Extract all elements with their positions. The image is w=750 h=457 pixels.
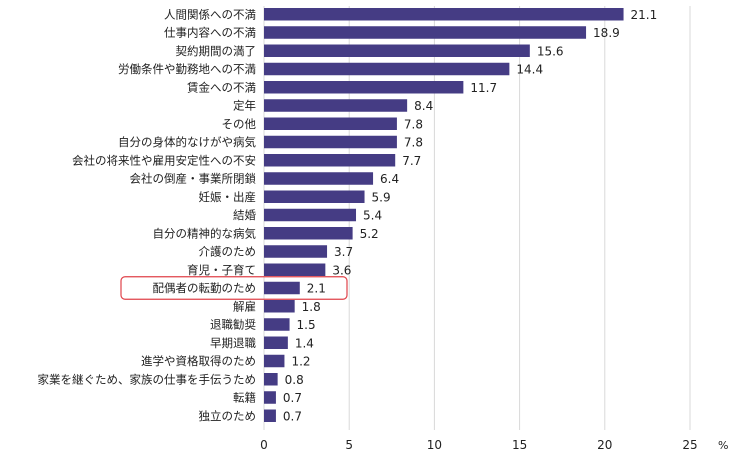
value-label: 0.8 <box>285 373 304 387</box>
category-label: 会社の倒産・事業所閉鎖 <box>130 172 257 186</box>
category-label: 契約期間の満了 <box>176 44 257 58</box>
category-label: 妊娠・出産 <box>199 190 257 204</box>
highlight-group <box>120 276 348 300</box>
bar <box>264 190 365 203</box>
bar <box>264 62 510 76</box>
value-label: 7.7 <box>402 154 421 168</box>
category-label: 進学や資格取得のため <box>141 354 256 368</box>
bar <box>264 135 397 149</box>
x-tick-label: 15 <box>512 438 527 452</box>
category-labels: 人間関係への不満仕事内容への不満契約期間の満了労働条件や勤務地への不満賃金への不… <box>38 7 257 423</box>
highlight-box <box>120 276 348 300</box>
bar <box>264 44 530 57</box>
category-label: 退職勧奨 <box>210 318 256 332</box>
value-label: 18.9 <box>593 26 620 40</box>
category-label: 定年 <box>233 99 256 113</box>
bar <box>264 154 396 167</box>
unit-label: % <box>718 439 728 452</box>
bar <box>264 208 357 222</box>
category-label: 介護のため <box>199 245 257 259</box>
category-label: 育児・子育て <box>187 263 256 277</box>
x-tick-label: 10 <box>427 438 442 452</box>
category-label: 独立のため <box>199 409 257 423</box>
bar <box>264 99 408 112</box>
value-label: 1.2 <box>291 355 310 369</box>
value-label: 7.8 <box>404 136 423 150</box>
category-label: 早期退職 <box>210 336 256 350</box>
bar <box>264 300 295 313</box>
value-labels: 21.1 18.9 15.6 14.4 11.7 8.4 7.8 7.8 7.76.4 5.9 5.… <box>283 8 657 424</box>
category-label: 労働条件や勤務地への不満 <box>118 62 256 76</box>
value-label: 2.1 <box>307 282 326 296</box>
bar <box>264 172 374 185</box>
bar <box>264 245 328 258</box>
value-label: 5.9 <box>372 190 391 204</box>
bar <box>264 391 276 404</box>
value-label: 11.7 <box>470 81 497 95</box>
x-tick-label: 0 <box>260 438 268 452</box>
bar <box>264 81 464 94</box>
category-label: 転籍 <box>233 391 256 405</box>
category-label: 自分の精神的な病気 <box>153 226 257 240</box>
category-label: 人間関係への不満 <box>164 7 256 21</box>
value-label: 1.4 <box>295 336 314 350</box>
category-label: 配偶者の転勤のため <box>153 281 257 295</box>
value-label: 8.4 <box>414 99 433 113</box>
x-axis-ticks: 0 5 10 15 20 25 <box>260 438 697 452</box>
value-label: 3.6 <box>332 263 351 277</box>
value-label: 6.4 <box>380 172 399 186</box>
bar <box>264 117 397 130</box>
value-label: 3.7 <box>334 245 353 259</box>
bar <box>264 8 624 21</box>
value-label: 15.6 <box>537 44 564 58</box>
bar <box>264 281 300 295</box>
bar <box>264 336 288 349</box>
bars <box>264 8 624 422</box>
value-label: 7.8 <box>404 117 423 131</box>
category-label: 賃金への不満 <box>187 80 256 94</box>
category-label: 会社の将来性や雇用安定性への不安 <box>72 153 256 167</box>
value-label: 1.8 <box>302 300 321 314</box>
category-label: その他 <box>222 117 257 131</box>
category-label: 仕事内容への不満 <box>164 26 256 40</box>
value-label: 5.2 <box>360 227 379 241</box>
bar <box>264 354 285 368</box>
value-label: 5.4 <box>363 209 382 223</box>
x-tick-label: 20 <box>597 438 612 452</box>
category-label: 解雇 <box>233 299 256 313</box>
bar <box>264 409 276 422</box>
bar <box>264 26 587 39</box>
category-label: 自分の身体的なけがや病気 <box>118 135 256 149</box>
bar <box>264 318 290 331</box>
x-tick-label: 5 <box>345 438 353 452</box>
value-label: 1.5 <box>297 318 316 332</box>
category-label: 結婚 <box>233 208 256 222</box>
value-label: 0.7 <box>283 391 302 405</box>
value-label: 14.4 <box>516 63 543 77</box>
bar <box>264 227 353 240</box>
bar <box>264 373 278 386</box>
category-label: 家業を継ぐため、家族の仕事を手伝うため <box>38 372 257 386</box>
x-tick-label: 25 <box>682 438 697 452</box>
bar <box>264 263 326 276</box>
value-label: 21.1 <box>631 8 658 22</box>
value-label: 0.7 <box>283 409 302 423</box>
